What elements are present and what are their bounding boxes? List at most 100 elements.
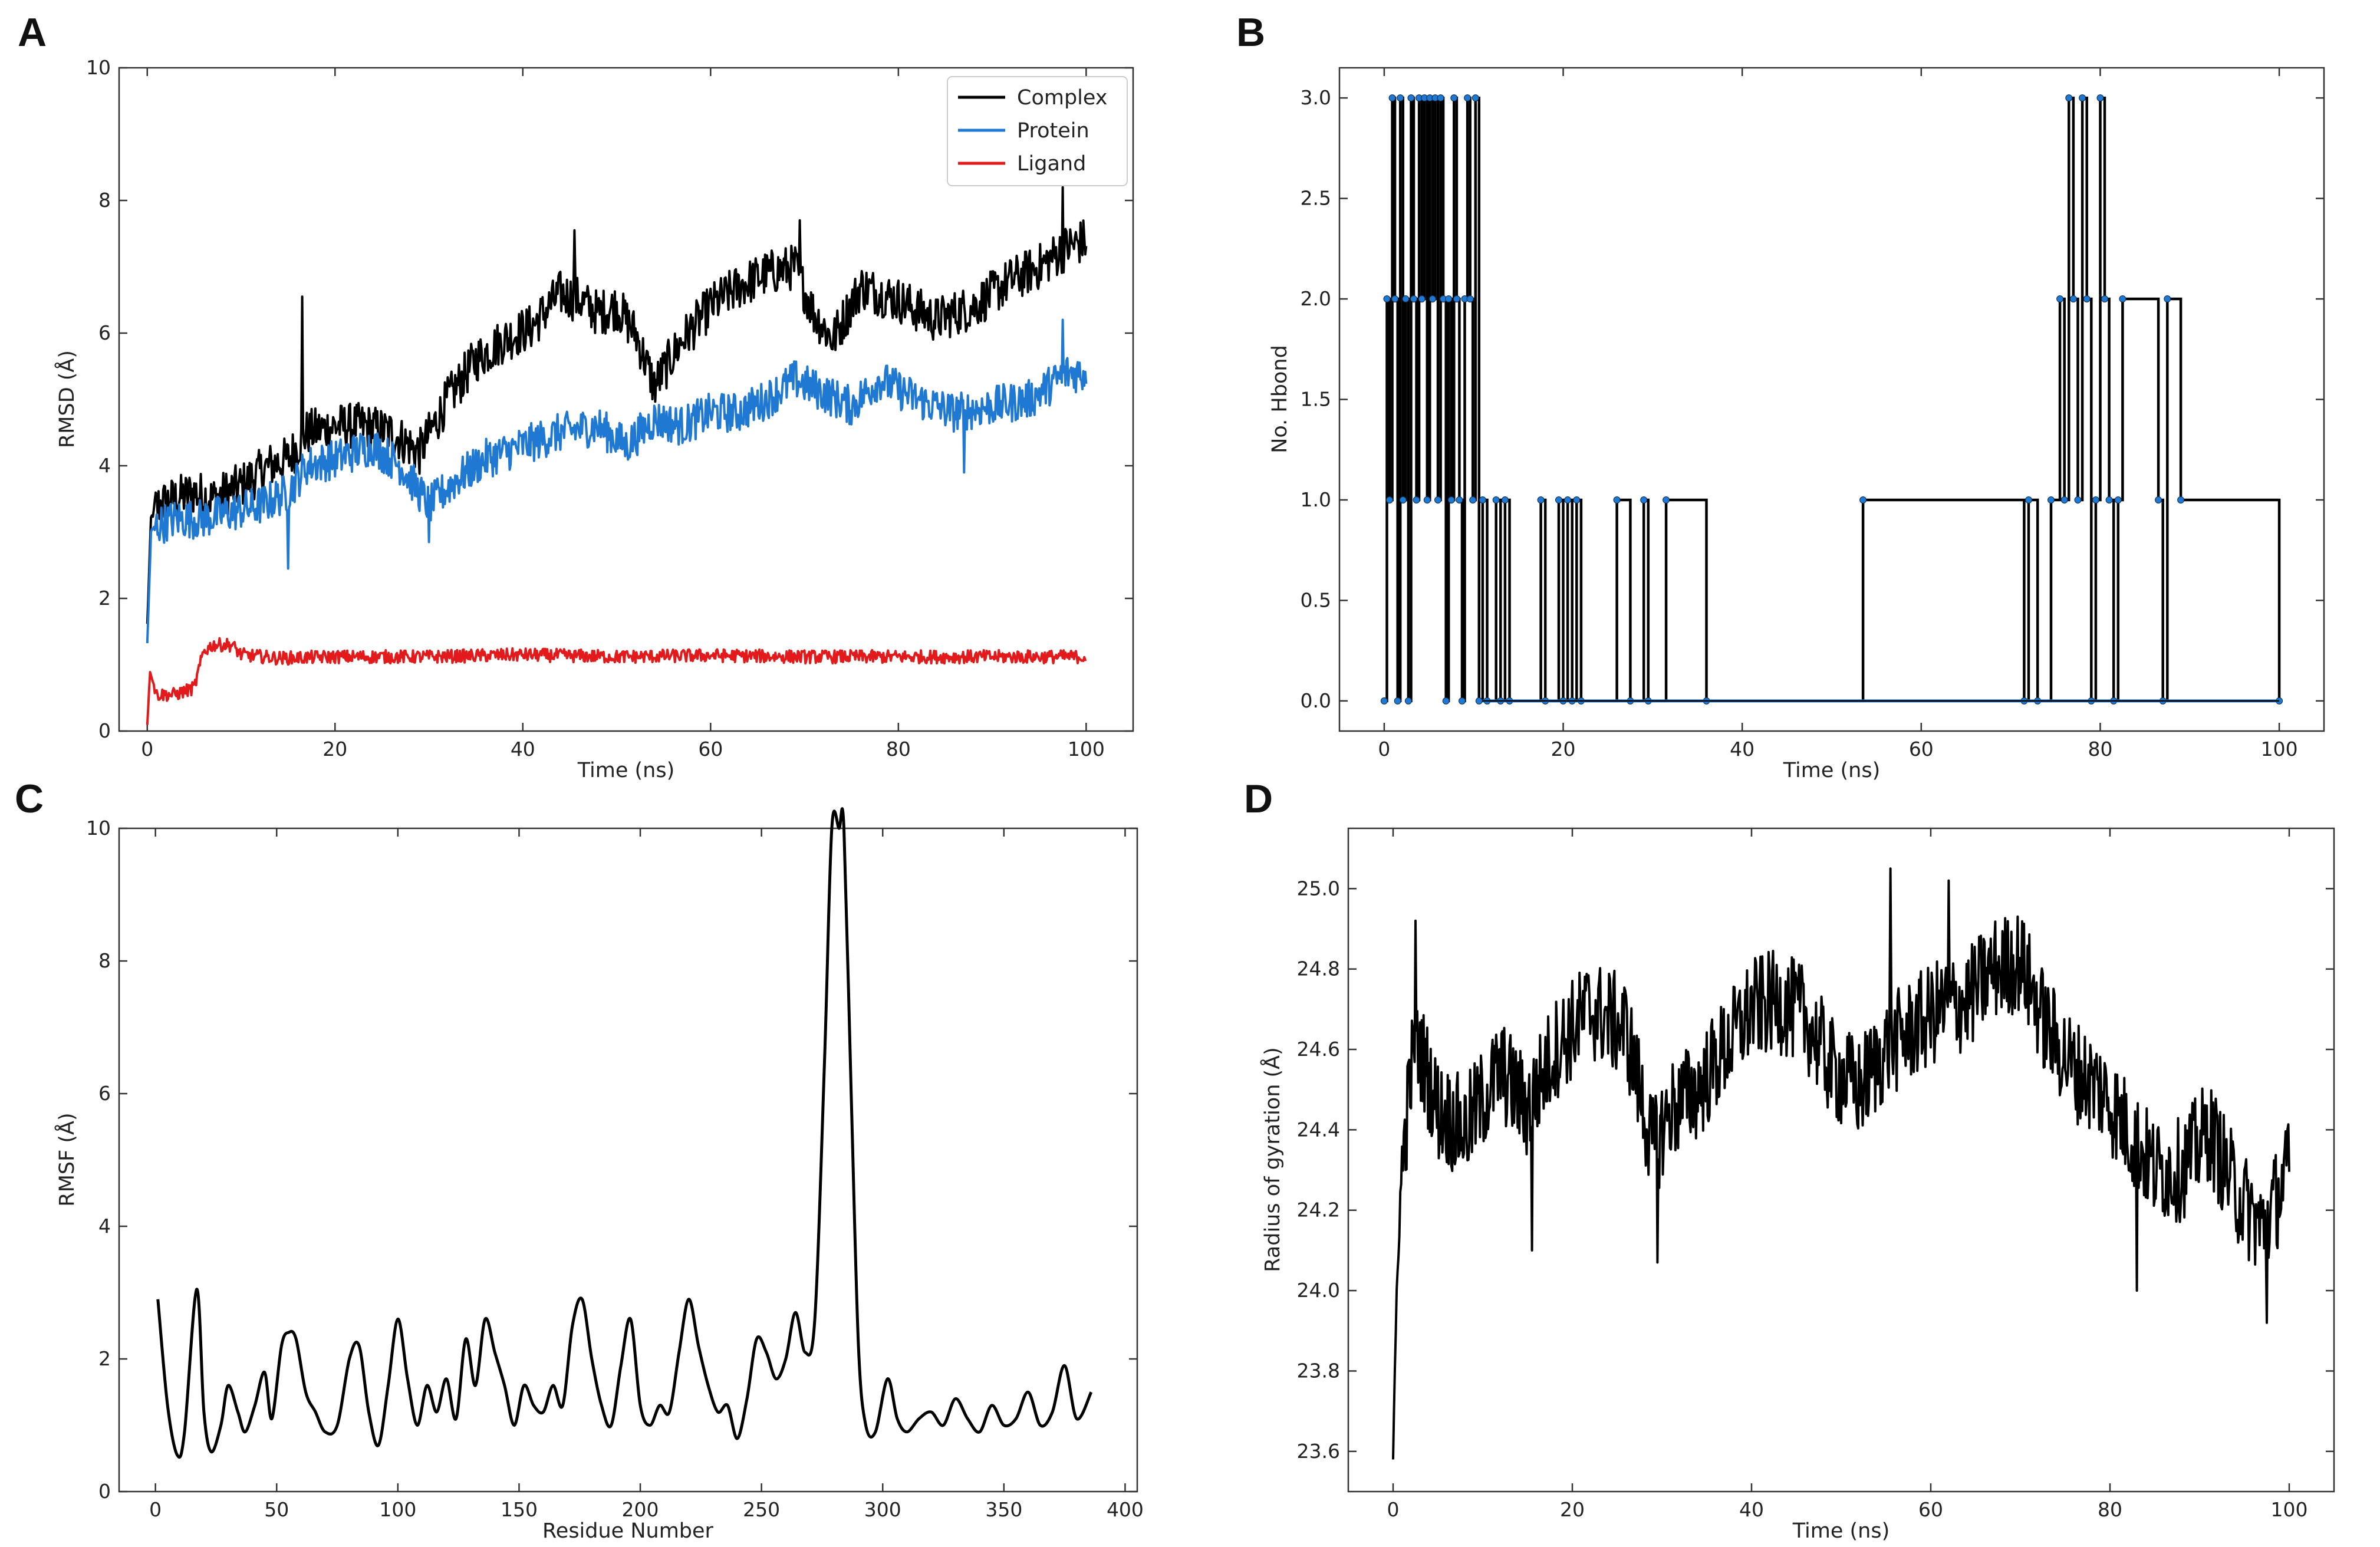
panel-d-x-tick-label: 40 xyxy=(1739,1498,1764,1521)
data-point-hbond xyxy=(2047,496,2055,503)
panel-b-series xyxy=(1380,94,2283,705)
panel-b-y-tick-label: 1.5 xyxy=(1301,388,1331,411)
panel-c-y-tick-label: 8 xyxy=(98,949,111,972)
data-point-hbond xyxy=(1492,496,1500,503)
panel-d-y-tick-label: 24.2 xyxy=(1297,1199,1340,1222)
panel-a-y-tick-label: 8 xyxy=(98,189,111,212)
data-point-hbond xyxy=(1407,94,1415,102)
panel-c-x-tick-label: 250 xyxy=(743,1498,780,1521)
panel-b-y-tick-label: 0.0 xyxy=(1301,689,1331,712)
data-point-hbond xyxy=(1388,94,1396,102)
data-point-hbond xyxy=(1386,496,1393,503)
data-point-hbond xyxy=(1428,295,1436,302)
data-point-hbond xyxy=(2065,94,2073,102)
data-point-hbond xyxy=(1399,496,1407,503)
data-point-hbond xyxy=(1391,295,1399,302)
panel-c-y-tick-label: 4 xyxy=(98,1214,111,1237)
data-point-hbond xyxy=(1404,697,1412,705)
panel-c-x-tick-label: 0 xyxy=(149,1498,162,1521)
panel-a-y-tick-label: 6 xyxy=(98,321,111,344)
panel-letter-a: A xyxy=(18,10,47,55)
panel-c-y-tick-label: 6 xyxy=(98,1082,111,1105)
panel-c-y-tick-label: 10 xyxy=(86,817,111,840)
panel-d-y-tick-label: 24.6 xyxy=(1297,1038,1340,1061)
panel-b-x-tick-label: 100 xyxy=(2261,738,2298,761)
data-point-hbond xyxy=(1464,94,1472,102)
data-point-hbond xyxy=(1410,295,1417,302)
panel-d-y-tick-label: 24.0 xyxy=(1297,1279,1340,1302)
panel-a-x-axis-label: Time (ns) xyxy=(577,759,675,782)
panel-b-x-tick-label: 80 xyxy=(2088,738,2112,761)
panel-b: B 0 20 40 60 80 100 0.0 0.5 1.0 1.5 2.0 2.5 3.0 Time… xyxy=(1236,10,2325,782)
data-point-hbond xyxy=(2074,496,2082,503)
data-point-hbond xyxy=(2119,295,2126,302)
panel-a-x-tick-label: 40 xyxy=(511,738,535,761)
panel-a-x-tick-label: 0 xyxy=(141,738,153,761)
panel-d-x-tick-label: 100 xyxy=(2271,1498,2308,1521)
data-point-hbond xyxy=(1453,295,1460,302)
panel-a: A 0 20 40 60 80 100 0 2 4 6 8 10 Complex Protein Li… xyxy=(18,10,1134,782)
panel-c-y-tick-label: 2 xyxy=(98,1347,111,1370)
panel-c-x-tick-label: 400 xyxy=(1107,1498,1144,1521)
data-point-hbond xyxy=(2164,295,2171,302)
panel-a-y-tick-label: 4 xyxy=(98,454,111,477)
panel-b-x-tick-label: 0 xyxy=(1378,738,1390,761)
series-line-protein xyxy=(146,318,1088,643)
data-point-hbond xyxy=(2079,94,2086,102)
panel-a-y-tick-label: 0 xyxy=(98,719,111,742)
panel-d-y-tick-label: 24.8 xyxy=(1297,957,1340,980)
panel-d-x-axis-label: Time (ns) xyxy=(1792,1519,1890,1543)
data-point-hbond xyxy=(1402,295,1410,302)
data-point-hbond xyxy=(2155,496,2162,503)
panel-b-y-tick-label: 3.0 xyxy=(1301,86,1331,109)
panel-a-x-tick-label: 20 xyxy=(322,738,347,761)
panel-c-y-axis-label: RMSF (Å) xyxy=(54,1112,79,1206)
panel-b-y-tick-label: 0.5 xyxy=(1301,588,1331,611)
panel-c-x-tick-label: 50 xyxy=(264,1498,289,1521)
panel-d-y-tick-label: 23.6 xyxy=(1297,1440,1340,1463)
data-point-hbond xyxy=(1475,697,1483,705)
panel-a-series xyxy=(146,186,1088,725)
panel-c-x-tick-label: 200 xyxy=(622,1498,659,1521)
data-point-hbond xyxy=(2083,295,2091,302)
data-point-hbond xyxy=(1434,496,1441,503)
series-line-hbond xyxy=(1384,96,2281,703)
data-point-hbond xyxy=(2092,496,2099,503)
legend: Complex Protein Ligand xyxy=(947,76,1128,186)
panel-a-y-axis-label: RMSD (Å) xyxy=(54,350,79,448)
panel-c-x-tick-label: 100 xyxy=(379,1498,416,1521)
panel-b-x-tick-label: 60 xyxy=(1909,738,1934,761)
legend-label-ligand: Ligand xyxy=(1017,152,1086,176)
data-point-hbond xyxy=(2114,496,2122,503)
panel-d-x-tick-label: 60 xyxy=(1918,1498,1943,1521)
panel-d-x-tick-label: 80 xyxy=(2098,1498,2122,1521)
panel-b-x-tick-label: 40 xyxy=(1730,738,1754,761)
panel-b-y-tick-label: 1.0 xyxy=(1301,488,1331,511)
panel-c-series xyxy=(156,807,1093,1459)
data-point-hbond xyxy=(1380,697,1388,705)
panel-d-x-tick-label: 20 xyxy=(1560,1498,1585,1521)
data-point-hbond xyxy=(2069,295,2077,302)
data-point-hbond xyxy=(1472,94,1479,102)
panel-d-ticks: 0 20 40 60 80 100 23.6 23.8 24.0 24.2 24.4 24.6 24.8… xyxy=(1297,828,2334,1521)
panel-letter-c: C xyxy=(15,776,44,821)
panel-d-y-tick-label: 25.0 xyxy=(1297,877,1340,900)
data-point-hbond xyxy=(1663,496,1670,503)
panel-d-y-tick-label: 24.4 xyxy=(1297,1118,1340,1141)
panel-b-x-tick-label: 20 xyxy=(1551,738,1576,761)
panel-b-x-axis-label: Time (ns) xyxy=(1783,759,1881,782)
data-point-hbond xyxy=(1613,496,1621,503)
panel-d-y-tick-label: 23.8 xyxy=(1297,1359,1340,1382)
data-point-hbond xyxy=(1456,496,1463,503)
data-point-hbond xyxy=(2060,496,2068,503)
panel-d-series xyxy=(1392,867,2290,1460)
panel-a-x-tick-label: 100 xyxy=(1068,738,1105,761)
panel-d-x-tick-label: 0 xyxy=(1387,1498,1400,1521)
data-point-hbond xyxy=(2177,496,2185,503)
panel-a-y-tick-label: 10 xyxy=(86,56,111,79)
panel-d-y-axis-label: Radius of gyration (Å) xyxy=(1259,1047,1285,1272)
panel-c: C 0 50 100 150 200 250 300 350 400 0 2 4 6 8 10 Residu… xyxy=(15,776,1144,1543)
panel-a-y-tick-label: 2 xyxy=(98,587,111,610)
series-line-rmsf xyxy=(156,807,1093,1459)
panel-b-y-tick-label: 2.0 xyxy=(1301,287,1331,310)
